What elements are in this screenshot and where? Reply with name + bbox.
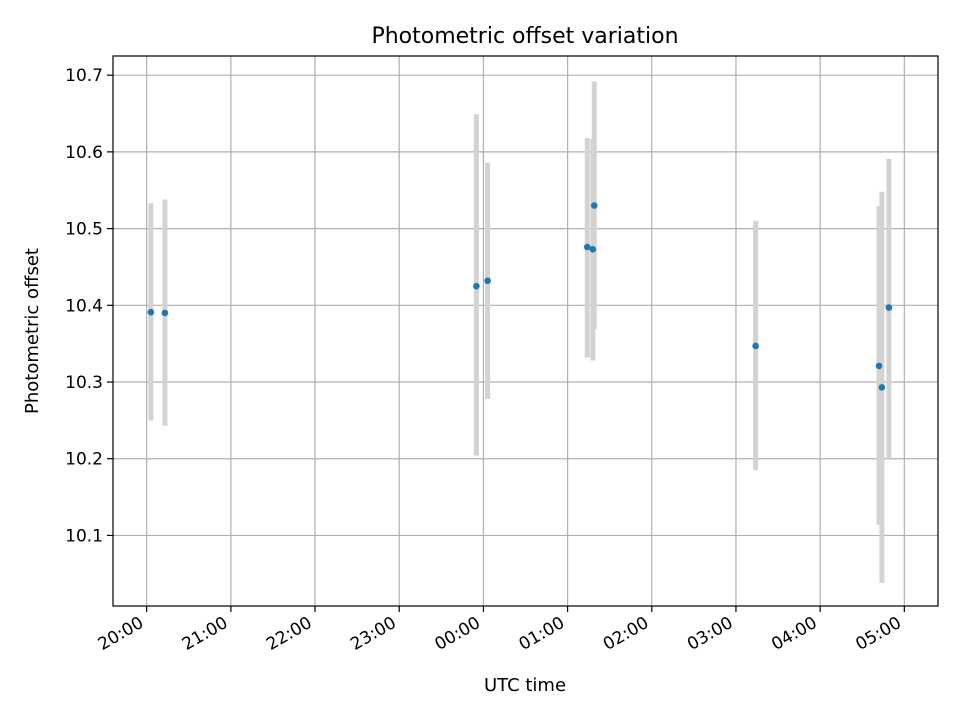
data-point	[583, 243, 591, 251]
y-axis-ticks: 10.1 10.2 10.3 10.4 10.5 10.6 10.7	[65, 66, 113, 546]
y-gridlines	[113, 74, 938, 537]
y-tick-label: 10.6	[65, 143, 103, 163]
data-point	[147, 308, 155, 316]
data-point	[484, 277, 491, 285]
data-point	[161, 309, 169, 317]
y-tick-label: 10.1	[65, 526, 103, 546]
plot-frame	[112, 55, 939, 607]
data-point	[590, 202, 598, 209]
data-point	[885, 304, 893, 311]
y-tick-label: 10.5	[65, 220, 103, 240]
x-axis-label: UTC time	[484, 675, 566, 696]
y-tick-label: 10.4	[65, 296, 103, 316]
plot-area	[112, 55, 939, 607]
chart-title: Photometric offset variation	[371, 24, 678, 49]
data-point	[875, 362, 883, 370]
y-tick-label: 10.7	[65, 66, 103, 86]
y-axis-label: Photometric offset	[22, 248, 43, 414]
data-points	[147, 202, 893, 391]
plot-background	[113, 56, 938, 606]
x-gridlines	[146, 56, 905, 606]
y-tick-label: 10.3	[65, 373, 103, 393]
y-tick-label: 10.2	[65, 450, 103, 470]
data-point	[878, 384, 886, 391]
data-point	[473, 282, 480, 290]
data-point	[752, 342, 759, 350]
data-point	[589, 246, 597, 253]
